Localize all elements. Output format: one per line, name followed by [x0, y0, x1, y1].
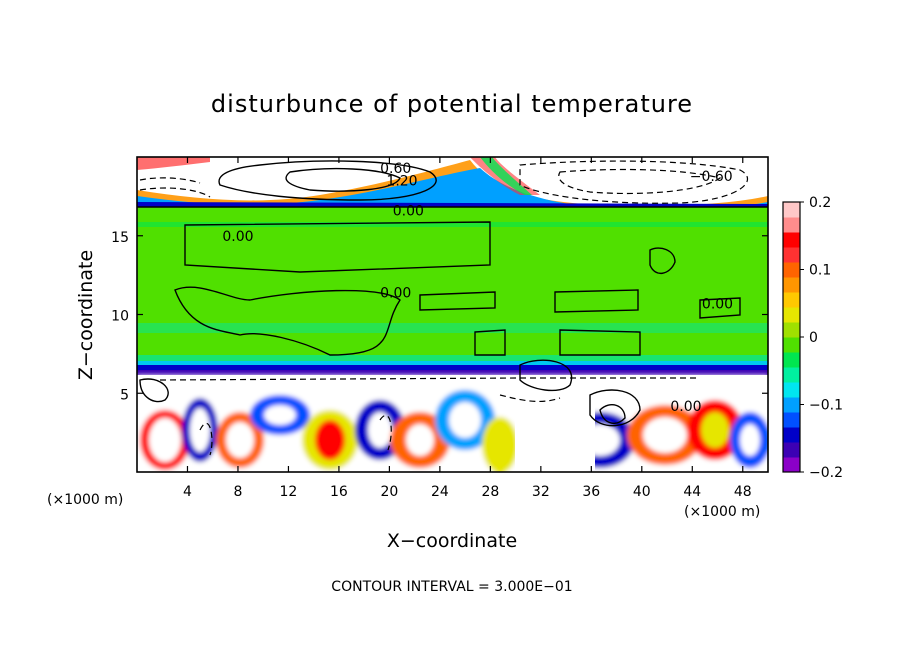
- x-tick-label: 24: [431, 484, 449, 500]
- contour-label: 0.00: [222, 229, 253, 245]
- negative-contours: [139, 160, 749, 456]
- colorbar-ticks: 0.2 0.1 0 −0.1 −0.2: [800, 195, 843, 481]
- colorbar-swatch: [783, 412, 800, 428]
- contour-lines: [137, 160, 768, 427]
- x-unit-right: (×1000 m): [684, 504, 760, 520]
- contour-labels: 0.601.20 −0.60 0.00 0.00 0.00 0.00 0.00: [222, 161, 733, 415]
- contour-label: 0.60: [380, 161, 411, 177]
- colorbar-swatch: [783, 202, 800, 218]
- contour-label: 0.00: [702, 296, 733, 312]
- colorbar-swatch: [783, 442, 800, 458]
- colorbar-tick-label: 0.2: [809, 195, 831, 211]
- heatmap-field: [137, 157, 768, 472]
- y-tick-label: 5: [120, 387, 129, 403]
- x-tick-label: 44: [683, 484, 701, 500]
- contour-label: −0.60: [690, 169, 733, 185]
- contour-label: 1.20: [386, 174, 417, 190]
- x-tick-label: 32: [532, 484, 550, 500]
- colorbar-swatch: [783, 367, 800, 383]
- colorbar-tick-label: −0.1: [809, 398, 843, 414]
- y-axis-label: Z−coordinate: [75, 250, 97, 380]
- colorbar-tick-label: −0.2: [809, 465, 843, 481]
- colorbar-swatch: [783, 397, 800, 413]
- colorbar-swatch: [783, 262, 800, 278]
- colorbar-swatch: [783, 217, 800, 233]
- contour-interval-note: CONTOUR INTERVAL = 3.000E−01: [331, 579, 572, 595]
- colorbar-swatch: [783, 247, 800, 263]
- x-ticks: 4 8 12 16 20 24 28 32 36 40 44 48: [183, 157, 752, 500]
- lower-layer: [137, 375, 768, 472]
- x-tick-label: 20: [380, 484, 398, 500]
- x-tick-label: 28: [481, 484, 499, 500]
- x-tick-label: 16: [330, 484, 348, 500]
- colorbar-tick-label: 0: [809, 330, 818, 346]
- x-tick-label: 36: [582, 484, 600, 500]
- x-tick-label: 8: [233, 484, 242, 500]
- x-tick-label: 12: [280, 484, 298, 500]
- chart-title: disturbunce of potential temperature: [211, 90, 693, 118]
- colorbar-swatch: [783, 427, 800, 443]
- middle-layer: [137, 207, 768, 365]
- contour-label: 0.00: [670, 399, 701, 415]
- colorbar-swatch: [783, 337, 800, 353]
- contour-label: 0.00: [380, 285, 411, 301]
- y-tick-label: 10: [111, 309, 129, 325]
- colorbar-tick-label: 0.1: [809, 263, 831, 279]
- x-tick-label: 48: [734, 484, 752, 500]
- colorbar-swatch: [783, 277, 800, 293]
- x-unit-left: (×1000 m): [47, 492, 123, 508]
- y-ticks: 5 10 15: [111, 230, 768, 403]
- y-tick-label: 15: [111, 230, 129, 246]
- colorbar-swatch: [783, 382, 800, 398]
- colorbar-swatch: [783, 292, 800, 308]
- colorbar: [782, 201, 801, 473]
- colorbar-swatch: [783, 352, 800, 368]
- colorbar-swatch: [783, 457, 800, 473]
- x-axis-label: X−coordinate: [387, 530, 517, 552]
- colorbar-swatch: [783, 307, 800, 323]
- colorbar-swatch: [783, 322, 800, 338]
- x-tick-label: 40: [633, 484, 651, 500]
- x-tick-label: 4: [183, 484, 192, 500]
- colorbar-swatch: [783, 232, 800, 248]
- contour-label: 0.00: [393, 204, 424, 220]
